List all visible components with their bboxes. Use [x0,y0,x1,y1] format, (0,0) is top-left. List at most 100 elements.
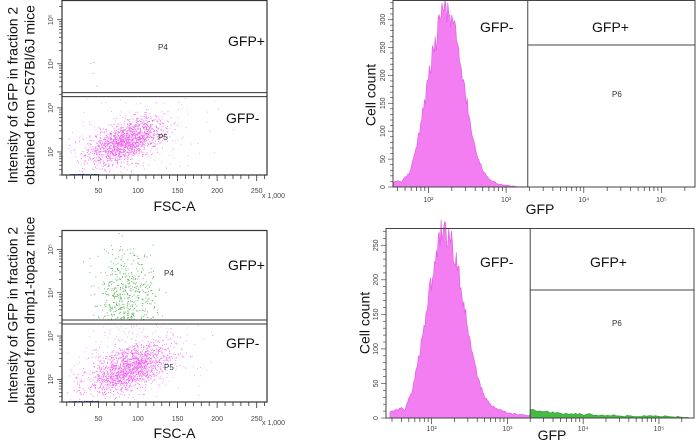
data-point-p5 [94,136,96,138]
data-point-p4 [118,309,119,310]
data-point-p5 [131,376,133,378]
data-point-p5 [140,344,142,346]
data-point-p5 [129,385,131,386]
data-point-p5 [123,375,125,376]
data-point-p5 [109,154,111,156]
data-point-p4 [147,288,149,290]
data-point-p5 [110,151,112,152]
data-point-p5 [129,355,131,356]
data-point-p4 [113,282,115,283]
data-point-p5 [136,333,138,335]
data-point-p5 [130,352,131,354]
data-point-p5 [144,373,145,374]
data-point-p5 [125,389,127,391]
data-point-p4 [155,295,157,297]
data-point-p5 [186,109,188,111]
data-point-p5 [126,373,128,375]
data-point-p5 [173,341,175,343]
data-point-p5 [105,142,107,144]
data-point-p5 [116,381,118,382]
data-point-p4 [140,270,142,272]
data-point-p5 [154,364,156,366]
data-point-p5 [142,352,144,354]
data-point-p5 [147,371,149,372]
data-point-p5 [116,372,118,373]
data-point-p5 [170,345,171,347]
y-tick-label: 150 [380,97,387,109]
data-point-p5 [131,151,133,152]
data-point-p5 [153,131,155,133]
data-point-p5 [116,143,118,145]
data-point-p4 [153,308,155,310]
data-point-p5 [120,158,122,160]
data-point-p5 [136,344,138,346]
data-point-p5 [189,356,191,357]
data-point-p5 [127,368,129,370]
data-point-p5 [159,360,160,362]
data-point-p5 [99,390,101,392]
data-point-p5 [167,354,169,356]
data-point-p5 [116,373,118,375]
data-point-p5 [172,132,173,133]
data-point-p5 [138,121,139,122]
data-point-p5 [131,364,133,366]
data-point-p5 [105,365,107,367]
data-point-p5 [78,385,80,387]
data-point-p5 [142,143,144,145]
data-point-p5 [110,381,112,383]
data-point-p5 [152,355,154,357]
data-point-p5 [126,364,128,366]
data-point-p5 [156,375,158,377]
data-point-p5 [170,328,172,330]
data-point-p5 [183,356,185,358]
data-point-p5 [157,365,158,367]
data-point-p5 [136,354,138,356]
y-tick-label: 50 [380,155,387,163]
data-point-p5 [114,375,116,376]
data-point-p5 [131,147,133,149]
data-point-p5 [132,132,133,134]
data-point-p5 [104,169,105,171]
data-point-p5 [117,135,119,136]
data-point-p4 [153,277,155,278]
data-point-p5 [93,384,94,386]
data-point-p5 [178,353,179,355]
data-point-p5 [98,146,100,147]
data-point-p5 [128,111,130,113]
data-point-p5 [174,122,176,123]
data-point-p5 [103,387,105,389]
data-point-p5 [116,375,117,376]
data-point-p5 [99,380,100,381]
data-point-p5 [114,153,116,155]
data-point-p4 [137,262,139,264]
data-point-p5 [107,346,109,347]
data-point-p5 [129,363,131,365]
data-point-p5 [137,127,139,129]
data-point-p5 [141,369,142,371]
data-point-p5 [115,383,117,384]
data-point-p5 [120,140,122,142]
data-point-p5 [140,368,142,369]
data-point-p5 [97,395,98,397]
data-point-p5 [109,355,111,357]
data-point-p5 [97,387,99,389]
data-point-p5 [162,345,163,346]
data-point-p5 [116,148,118,149]
data-point-p5 [110,369,112,371]
data-point-p5 [133,114,134,115]
data-point-p5 [157,133,159,135]
data-point-p5 [100,360,101,362]
data-point-p5 [101,150,103,152]
x-tick-label: 100 [132,188,144,195]
data-point-p4 [128,279,129,281]
data-point-p5 [135,368,137,370]
data-point-p5 [133,345,134,347]
data-point-p5 [130,144,131,146]
data-point-p4 [147,284,149,286]
data-point-p5 [109,124,111,126]
data-point-p5 [94,126,96,128]
data-point-p5 [176,365,178,367]
data-point-p4 [137,276,139,278]
data-point-p5 [97,399,99,401]
data-point-p5 [106,158,108,160]
